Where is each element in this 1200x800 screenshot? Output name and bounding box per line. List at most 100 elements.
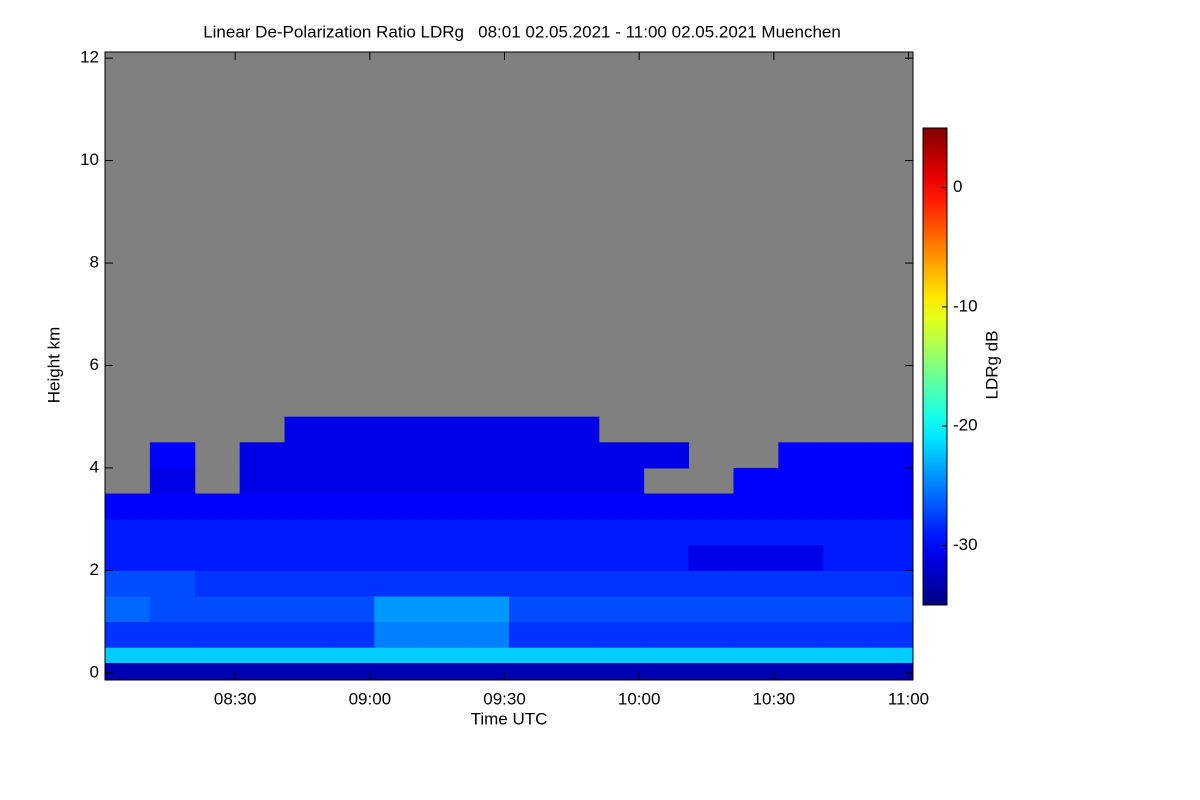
heatmap-cell (374, 662, 420, 681)
heatmap-cell (823, 621, 869, 648)
heatmap-cell (329, 493, 375, 520)
heatmap-cell (239, 519, 286, 546)
heatmap-cell (823, 595, 869, 623)
heatmap-cell (419, 493, 465, 520)
heatmap-cell (868, 595, 914, 623)
heatmap-cell (733, 493, 779, 520)
y-tick-label: 10 (80, 150, 99, 169)
heatmap-cell (643, 493, 690, 520)
heatmap-cell (149, 621, 196, 648)
heatmap-cell (688, 595, 734, 623)
heatmap-cell (284, 662, 330, 681)
heatmap-cell (149, 544, 196, 571)
heatmap-cell (868, 621, 914, 648)
heatmap-cell (105, 519, 151, 546)
heatmap-cell (149, 662, 196, 681)
heatmap-cell (105, 621, 151, 648)
heatmap-cell (464, 595, 510, 623)
y-tick-label: 2 (90, 560, 99, 579)
heatmap-cell (868, 493, 914, 520)
heatmap-cell (778, 621, 824, 648)
y-tick-label: 0 (90, 662, 99, 681)
heatmap-cell (149, 595, 196, 623)
heatmap-cell (239, 467, 286, 495)
x-axis-label: Time UTC (471, 709, 548, 728)
colorbar (922, 127, 948, 606)
heatmap-cell (149, 493, 196, 520)
heatmap-cell (284, 595, 330, 623)
heatmap-cell (643, 595, 690, 623)
heatmap-cell (284, 544, 330, 571)
heatmap-cell (149, 570, 196, 597)
heatmap-cell (598, 647, 645, 664)
heatmap-cell (778, 595, 824, 623)
colorbar-tick-label: -10 (953, 296, 978, 315)
heatmap-cell (374, 416, 420, 443)
heatmap-cell (284, 416, 330, 443)
heatmap-cell (823, 442, 869, 469)
heatmap-cell (374, 544, 420, 571)
heatmap-cell (194, 662, 241, 681)
heatmap-cell (553, 662, 600, 681)
heatmap-cell (823, 519, 869, 546)
heatmap-cell (194, 570, 241, 597)
heatmap-cell (284, 442, 330, 469)
heatmap-cell (509, 570, 555, 597)
heatmap-cell (598, 442, 645, 469)
heatmap-cell (868, 519, 914, 546)
heatmap-cell (868, 662, 914, 681)
heatmap-cell (149, 467, 196, 495)
heatmap-cell (419, 662, 465, 681)
heatmap-cell (553, 647, 600, 664)
heatmap-cell (778, 544, 824, 571)
heatmap-cell (194, 519, 241, 546)
heatmap-cell (105, 493, 151, 520)
heatmap-cell (598, 570, 645, 597)
heatmap-cell (688, 544, 734, 571)
heatmap-cell (733, 519, 779, 546)
heatmap-cell (778, 662, 824, 681)
heatmap-cell (688, 662, 734, 681)
heatmap-cell (194, 493, 241, 520)
colorbar-tick-label: -20 (953, 416, 978, 435)
heatmap-cell (464, 662, 510, 681)
y-tick-label: 12 (80, 48, 99, 67)
heatmap-cell (239, 493, 286, 520)
heatmap-cell (374, 570, 420, 597)
heatmap-cell (688, 647, 734, 664)
heatmap-cell (464, 467, 510, 495)
y-axis-label: Height km (44, 327, 63, 404)
heatmap-cell (868, 467, 914, 495)
heatmap-cell (509, 595, 555, 623)
heatmap-cell (284, 570, 330, 597)
heatmap-cell (868, 570, 914, 597)
heatmap-cell (553, 442, 600, 469)
heatmap-cell (733, 544, 779, 571)
heatmap-cell (239, 662, 286, 681)
heatmap-cell (823, 647, 869, 664)
plot-frame (104, 51, 914, 681)
heatmap-cell (464, 416, 510, 443)
heatmap-cell (778, 442, 824, 469)
heatmap-cell (105, 570, 151, 597)
heatmap-cell (553, 544, 600, 571)
heatmap-cell (374, 442, 420, 469)
heatmap-cell (553, 416, 600, 443)
heatmap-cell (509, 544, 555, 571)
heatmap-cell (778, 647, 824, 664)
heatmap-cell (868, 647, 914, 664)
heatmap-cell (239, 442, 286, 469)
x-tick-label: 11:00 (888, 689, 929, 708)
heatmap-cell (733, 621, 779, 648)
heatmap-cell (284, 467, 330, 495)
heatmap-cell (598, 467, 645, 495)
heatmap-cell (374, 621, 420, 648)
heatmap-cell (733, 570, 779, 597)
heatmap-cell (149, 442, 196, 469)
heatmap-cell (374, 467, 420, 495)
heatmap-cell (329, 647, 375, 664)
heatmap-cell (419, 544, 465, 571)
heatmap-cell (823, 467, 869, 495)
y-tick-label: 8 (90, 253, 99, 272)
x-tick-label: 09:30 (483, 689, 526, 708)
